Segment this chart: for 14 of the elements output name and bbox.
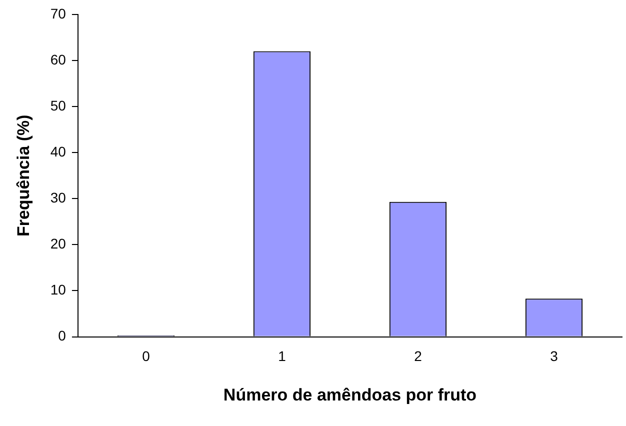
- y-tick-label: 0: [58, 328, 66, 344]
- x-tick-label: 2: [414, 348, 422, 364]
- x-tick-label: 1: [278, 348, 286, 364]
- y-tick-label: 50: [50, 97, 66, 114]
- x-tick-label: 3: [550, 348, 558, 364]
- y-tick-label: 20: [50, 236, 66, 252]
- y-axis-title: Frequência (%): [14, 114, 33, 237]
- x-axis-title: Número de amêndoas por fruto: [223, 385, 477, 404]
- y-tick-label: 40: [50, 143, 66, 160]
- y-tick-label: 10: [50, 282, 66, 298]
- y-tick-label: 70: [50, 5, 66, 22]
- y-tick-label: 30: [50, 189, 66, 206]
- y-tick-label: 60: [50, 51, 66, 68]
- x-tick-label: 0: [142, 348, 150, 364]
